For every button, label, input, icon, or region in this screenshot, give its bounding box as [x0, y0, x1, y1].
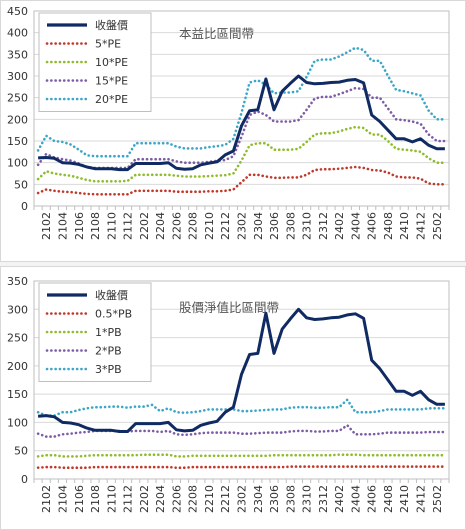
series-line [36, 165, 447, 196]
y-tick-label: 0 [21, 473, 28, 486]
x-tick-label: 2402 [333, 212, 346, 240]
pb-band-chart-panel: 0 50 100 150 200 250 300 350 2102 2104 2106 2108 211… [0, 266, 466, 530]
y-tick-label: 250 [7, 332, 28, 345]
x-tick-label: 2202 [138, 485, 151, 513]
y-tick-label: 350 [7, 275, 28, 288]
x-tick-label: 2112 [122, 485, 135, 513]
y-tick-label: 150 [7, 135, 28, 148]
x-tick-label: 2302 [236, 485, 249, 513]
pe-band-chart-panel: 0 50 100 150 200 250 300 350 400 450 2102 2104 2106 2… [0, 0, 466, 262]
x-tick-label: 2108 [89, 212, 102, 240]
y-tick-label: 0 [21, 200, 28, 213]
x-tick-label: 2406 [366, 485, 379, 513]
x-tick-label: 2306 [268, 485, 281, 513]
y-tick-label: 300 [7, 70, 28, 83]
x-tick-label: 2404 [349, 212, 362, 240]
x-tick-label: 2406 [366, 212, 379, 240]
legend-label: 1*PB [95, 326, 122, 339]
x-tick-label: 2302 [236, 212, 249, 240]
x-tick-label: 2208 [187, 485, 200, 513]
y-tick-label: 50 [14, 178, 28, 191]
x-tick-label: 2402 [333, 485, 346, 513]
y-tick-label: 100 [7, 157, 28, 170]
series-line [38, 74, 445, 172]
x-tick-label: 2206 [170, 485, 183, 513]
series-line [36, 465, 447, 469]
series-line [36, 86, 447, 170]
x-tick-label: 2312 [317, 212, 330, 240]
y-tick-label: 150 [7, 388, 28, 401]
legend-label: 5*PE [95, 38, 121, 51]
y-tick-label: 450 [7, 5, 28, 18]
x-tick-label: 2310 [301, 485, 314, 513]
legend [38, 12, 152, 112]
legend-label: 3*PB [95, 363, 122, 376]
legend-label: 20*PE [95, 93, 128, 106]
x-tick-label: 2212 [219, 485, 232, 513]
x-tick-label: 2412 [415, 212, 428, 240]
x-tick-label: 2204 [154, 485, 167, 513]
legend [38, 282, 152, 382]
legend-label: 收盤價 [95, 288, 128, 302]
x-tick-label: 2304 [252, 212, 265, 240]
legend-label: 2*PB [95, 345, 122, 358]
x-tick-label: 2410 [398, 485, 411, 513]
x-tick-label: 2202 [138, 212, 151, 240]
y-tick-label: 350 [7, 48, 28, 61]
x-tick-label: 2308 [284, 485, 297, 513]
x-tick-label: 2412 [415, 485, 428, 513]
x-tick-label: 2102 [40, 485, 53, 513]
x-tick-label: 2106 [73, 212, 86, 240]
x-tick-label: 2110 [105, 485, 118, 513]
legend-label: 10*PE [95, 56, 128, 69]
x-tick-label: 2104 [56, 212, 69, 240]
plot-area [33, 280, 450, 480]
x-tick-label: 2210 [203, 485, 216, 513]
y-tick-label: 300 [7, 303, 28, 316]
x-tick-label: 2112 [122, 212, 135, 240]
plot-area [33, 10, 450, 207]
chart-title: 本益比區間帶 [179, 26, 254, 41]
x-tick-label: 2304 [252, 485, 265, 513]
x-tick-label: 2312 [317, 485, 330, 513]
y-tick-label: 50 [14, 445, 28, 458]
x-tick-label: 2104 [56, 485, 69, 513]
y-tick-label: 100 [7, 416, 28, 429]
x-tick-label: 2206 [170, 212, 183, 240]
x-tick-label: 2106 [73, 485, 86, 513]
legend-label: 收盤價 [95, 18, 128, 32]
x-tick-label: 2102 [40, 212, 53, 240]
legend-label: 0.5*PB [95, 308, 132, 321]
series-line [36, 125, 447, 183]
x-tick-label: 2110 [105, 212, 118, 240]
series-line [36, 46, 447, 158]
x-tick-label: 2108 [89, 485, 102, 513]
x-tick-label: 2308 [284, 212, 297, 240]
legend-label: 15*PE [95, 75, 128, 88]
series-line [36, 453, 447, 458]
x-tick-label: 2208 [187, 212, 200, 240]
x-tick-label: 2204 [154, 212, 167, 240]
series-line [37, 307, 445, 433]
y-tick-label: 400 [7, 27, 28, 40]
chart-title: 股價淨值比區間帶 [179, 300, 279, 315]
x-tick-label: 2212 [219, 212, 232, 240]
x-tick-label: 2502 [431, 212, 444, 240]
x-tick-label: 2502 [431, 485, 444, 513]
x-tick-label: 2404 [349, 485, 362, 513]
x-tick-label: 2306 [268, 212, 281, 240]
x-tick-label: 2210 [203, 212, 216, 240]
y-tick-label: 200 [7, 360, 28, 373]
x-tick-label: 2408 [382, 212, 395, 240]
x-tick-label: 2410 [398, 212, 411, 240]
series-line [36, 397, 447, 417]
y-tick-label: 250 [7, 92, 28, 105]
x-tick-label: 2310 [301, 212, 314, 240]
y-tick-label: 200 [7, 113, 28, 126]
x-tick-label: 2408 [382, 485, 395, 513]
